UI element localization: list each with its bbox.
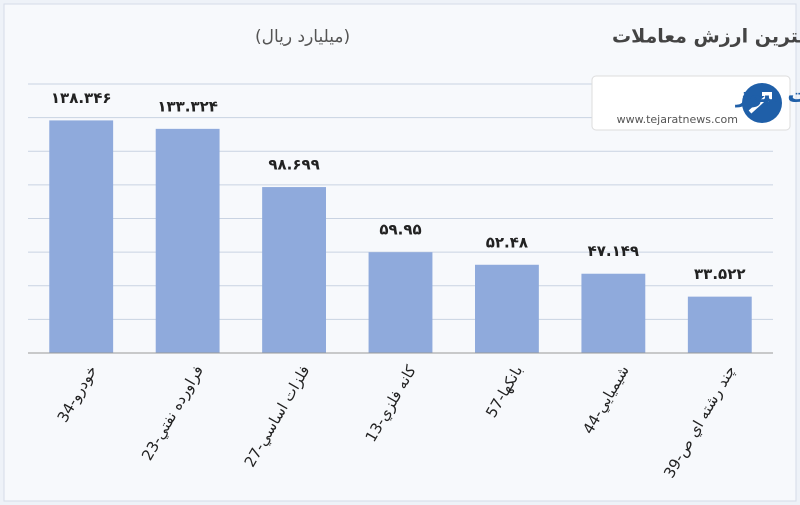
data-label: ۱۳۸.۳۴۶	[51, 89, 112, 107]
data-label: ۱۳۳.۳۲۴	[157, 97, 218, 115]
bar	[687, 296, 752, 353]
chart-subtitle: (میلیارد ریال)	[255, 27, 350, 47]
data-label: ۳۳.۵۲۲	[694, 265, 745, 283]
data-label: ۹۸.۶۹۹	[268, 156, 319, 174]
data-label: ۴۷.۱۴۹	[588, 242, 639, 260]
data-label: ۵۹.۹۵	[379, 221, 421, 239]
logo-arrow	[748, 92, 772, 114]
bar	[581, 273, 646, 353]
bar	[475, 264, 539, 353]
chart-title: صنایع بورسی با بیشترین ارزش معاملات	[612, 26, 800, 48]
logo-name: تجارت نیوز	[735, 83, 800, 108]
logo-url: www.tejaratnews.com	[617, 113, 738, 126]
bar	[155, 128, 220, 353]
bar	[49, 120, 114, 353]
logo-box	[591, 75, 791, 131]
bar	[262, 187, 326, 353]
logo: تجارت نیوز www.tejaratnews.com	[591, 75, 800, 131]
bar	[368, 252, 433, 353]
data-label: ۵۲.۴۸	[486, 233, 528, 251]
